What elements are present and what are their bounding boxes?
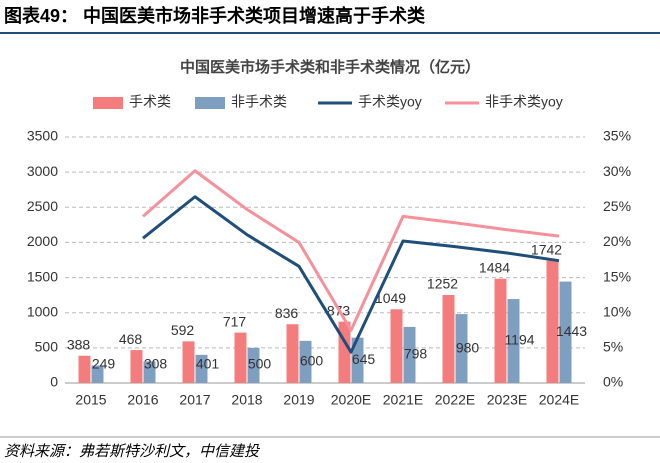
bar	[143, 361, 156, 383]
y2-tick-label: 0%	[603, 374, 623, 390]
x-tick-label: 2019	[283, 392, 314, 408]
y-tick-label: 1000	[27, 303, 58, 319]
x-tick-label: 2016	[127, 392, 158, 408]
y-tick-label: 3500	[27, 128, 58, 144]
data-label: 500	[248, 356, 272, 372]
chart-title: 中国医美市场手术类和非手术类情况（亿元）	[180, 58, 480, 76]
x-tick-label: 2018	[231, 392, 262, 408]
bar	[91, 365, 104, 383]
bar	[78, 355, 91, 383]
legend-label: 非手术类	[231, 94, 287, 110]
bar	[286, 324, 299, 383]
bar	[442, 295, 455, 383]
data-label: 592	[171, 322, 195, 338]
x-tick-label: 2021E	[383, 392, 423, 408]
line	[142, 169, 560, 332]
x-tick-label: 2023E	[487, 392, 527, 408]
y-tick-label: 0	[50, 374, 58, 390]
data-label: 645	[352, 351, 376, 367]
y-tick-label: 500	[35, 339, 59, 355]
x-tick-label: 2024E	[539, 392, 579, 408]
legend-label: 非手术类yoy	[485, 94, 563, 110]
bar	[338, 321, 351, 383]
data-label: 980	[456, 339, 480, 355]
y2-tick-label: 5%	[603, 339, 623, 355]
y2-tick-label: 30%	[603, 163, 631, 179]
data-label: 1443	[556, 323, 587, 339]
data-label: 1049	[375, 290, 406, 306]
x-tick-label: 2015	[75, 392, 106, 408]
data-label: 717	[223, 313, 247, 329]
y-tick-label: 1500	[27, 268, 58, 284]
bar	[559, 281, 572, 383]
bar	[403, 326, 416, 383]
data-label: 1742	[531, 241, 562, 257]
data-label: 308	[144, 356, 168, 372]
bar	[494, 278, 507, 383]
bar	[247, 347, 260, 383]
data-label: 600	[300, 353, 324, 369]
legend-label: 手术类yoy	[358, 94, 422, 110]
x-tick-label: 2022E	[435, 392, 475, 408]
y2-tick-label: 35%	[603, 128, 631, 144]
bar	[351, 337, 364, 383]
line	[142, 195, 560, 354]
bar	[546, 260, 559, 383]
y2-tick-label: 10%	[603, 303, 631, 319]
data-label: 401	[196, 356, 220, 372]
bar	[299, 340, 312, 383]
bar	[182, 341, 195, 383]
x-tick-label: 2020E	[331, 392, 371, 408]
legend-swatch	[195, 97, 225, 109]
data-label: 1484	[479, 259, 510, 275]
source: 资料来源：弗若斯特沙利文，中信建投	[4, 443, 261, 460]
bar	[390, 309, 403, 383]
y-tick-label: 2000	[27, 233, 58, 249]
x-tick-label: 2017	[179, 392, 210, 408]
data-label: 249	[92, 356, 116, 372]
data-label: 798	[404, 346, 428, 362]
bar	[507, 299, 520, 383]
legend-swatch	[93, 97, 123, 109]
y2-tick-label: 25%	[603, 198, 631, 214]
y2-tick-label: 20%	[603, 233, 631, 249]
bar	[130, 350, 143, 383]
legend-label: 手术类	[129, 94, 171, 110]
data-label: 1194	[504, 332, 534, 348]
data-label: 836	[275, 305, 299, 321]
y-tick-label: 3000	[27, 163, 58, 179]
bar	[195, 354, 208, 383]
data-label: 388	[67, 336, 91, 352]
header-title: 图表49： 中国医美市场非手术类项目增速高于手术类	[4, 5, 426, 26]
y-tick-label: 2500	[27, 198, 58, 214]
data-label: 1252	[427, 276, 458, 292]
bar	[234, 332, 247, 383]
data-label: 468	[119, 331, 143, 347]
bar	[455, 314, 468, 383]
y2-tick-label: 15%	[603, 268, 631, 284]
